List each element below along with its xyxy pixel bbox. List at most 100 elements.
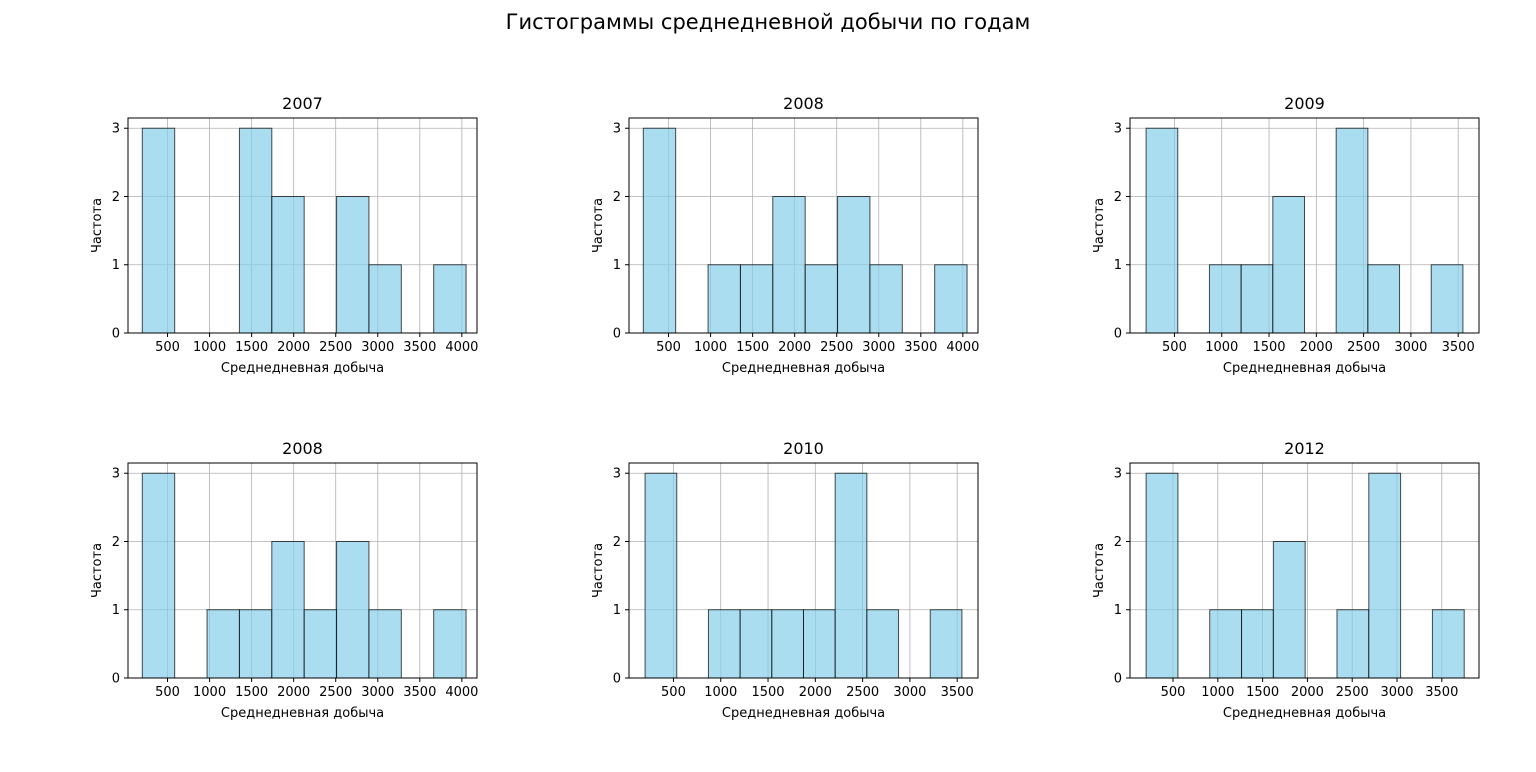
- x-axis-label: Среднедневная добыча: [1223, 706, 1386, 721]
- histogram-bar: [1209, 609, 1243, 679]
- histogram-bar: [1240, 264, 1274, 334]
- x-tick-label: 3500: [941, 685, 974, 700]
- histogram-bar: [837, 195, 871, 334]
- histogram-bar: [206, 609, 240, 679]
- histogram-bar: [368, 609, 402, 679]
- x-tick-label: 4000: [445, 340, 478, 355]
- histogram-bar: [771, 609, 805, 679]
- histogram-panel: 500 1000 1500 2000 2500 3000 3500 0 1 2 3 2010 Средн…: [591, 439, 979, 721]
- y-tick-label: 2: [613, 190, 621, 205]
- subplot-title: 2012: [1284, 439, 1325, 458]
- y-axis-label: Частота: [591, 198, 606, 253]
- histogram-bar: [271, 540, 305, 679]
- x-tick-label: 3000: [361, 685, 394, 700]
- histogram-panel: 500 1000 1500 2000 2500 3000 3500 0 1 2 3 2009 Средн…: [1092, 94, 1480, 376]
- y-tick-label: 1: [1114, 603, 1122, 618]
- y-tick-label: 1: [613, 258, 621, 273]
- y-tick-label: 3: [1114, 122, 1122, 137]
- y-tick-label: 2: [112, 190, 120, 205]
- y-tick-label: 2: [1114, 190, 1122, 205]
- y-tick-label: 3: [613, 467, 621, 482]
- y-axis-label: Частота: [90, 198, 105, 253]
- x-tick-label: 3000: [893, 685, 926, 700]
- histogram-bar: [642, 127, 677, 334]
- histogram-bar: [368, 264, 402, 334]
- histogram-bar: [1336, 609, 1370, 679]
- x-tick-label: 1000: [694, 340, 727, 355]
- y-tick-label: 0: [613, 327, 621, 342]
- x-tick-label: 2000: [277, 685, 310, 700]
- y-tick-label: 3: [613, 122, 621, 137]
- histogram-bar: [1367, 264, 1401, 334]
- axes-frame: [127, 117, 478, 334]
- y-tick-label: 1: [1114, 258, 1122, 273]
- histogram-bar: [866, 609, 900, 679]
- histogram-bar: [433, 264, 467, 334]
- x-tick-label: 3500: [403, 340, 436, 355]
- x-tick-label: 2000: [799, 685, 832, 700]
- histogram-bar: [1430, 264, 1464, 334]
- x-tick-label: 3000: [862, 340, 895, 355]
- x-axis-label: Среднедневная добыча: [221, 706, 384, 721]
- x-tick-label: 500: [661, 685, 686, 700]
- histogram-bar: [238, 127, 273, 334]
- histogram-bar: [238, 609, 273, 679]
- y-tick-label: 0: [1114, 327, 1122, 342]
- x-tick-label: 500: [155, 340, 180, 355]
- x-tick-label: 2500: [846, 685, 879, 700]
- axes-frame: [628, 462, 979, 679]
- x-tick-label: 3500: [904, 340, 937, 355]
- histogram-bar: [929, 609, 963, 679]
- histogram-panel: 500 1000 1500 2000 2500 3000 3500 0 1 2 3 2012 Средн…: [1092, 439, 1480, 721]
- x-tick-label: 2500: [1336, 685, 1369, 700]
- histogram-bar: [1431, 609, 1465, 679]
- histogram-bar: [1272, 540, 1306, 679]
- y-tick-label: 0: [112, 327, 120, 342]
- axes-frame: [628, 117, 979, 334]
- histogram-bar: [772, 195, 806, 334]
- subplot-title: 2008: [783, 94, 824, 113]
- histogram-bar: [803, 609, 836, 679]
- x-tick-label: 4000: [445, 685, 478, 700]
- histogram-bar: [1145, 472, 1179, 679]
- x-tick-label: 2500: [820, 340, 853, 355]
- histogram-panel: 500 1000 1500 2000 2500 3000 3500 4000 0 1 2 3 2008 С…: [591, 94, 979, 376]
- y-tick-label: 2: [613, 535, 621, 550]
- x-axis-label: Среднедневная добыча: [722, 361, 885, 376]
- histogram-bar: [1145, 127, 1179, 334]
- x-tick-label: 1000: [704, 685, 737, 700]
- histogram-panel: 500 1000 1500 2000 2500 3000 3500 4000 0 1 2 3 2007 С…: [90, 94, 478, 376]
- y-tick-label: 3: [112, 467, 120, 482]
- histogram-bar: [1335, 127, 1369, 334]
- histogram-bar: [707, 609, 741, 679]
- x-tick-label: 500: [656, 340, 681, 355]
- histogram-bar: [1208, 264, 1242, 334]
- x-axis-label: Среднедневная добыча: [722, 706, 885, 721]
- histogram-bar: [934, 264, 968, 334]
- x-tick-label: 4000: [946, 340, 979, 355]
- histogram-bar: [707, 264, 741, 334]
- y-axis-label: Частота: [1092, 198, 1107, 253]
- x-tick-label: 2000: [277, 340, 310, 355]
- histogram-bar: [1272, 195, 1305, 334]
- histogram-bar: [804, 264, 839, 334]
- figure-suptitle: Гистограммы среднедневной добычи по года…: [505, 10, 1031, 34]
- y-tick-label: 2: [112, 535, 120, 550]
- y-axis-label: Частота: [591, 543, 606, 598]
- axes-frame: [127, 462, 478, 679]
- x-tick-label: 3500: [1425, 685, 1458, 700]
- histogram-bar: [739, 264, 774, 334]
- axes-frame: [1129, 117, 1480, 334]
- y-tick-label: 0: [112, 672, 120, 687]
- x-tick-label: 1500: [1252, 340, 1285, 355]
- x-tick-label: 1500: [235, 685, 268, 700]
- x-axis-label: Среднедневная добыча: [221, 361, 384, 376]
- subplot-title: 2007: [282, 94, 323, 113]
- x-tick-label: 3000: [361, 340, 394, 355]
- x-tick-label: 2500: [319, 340, 352, 355]
- subplot-title: 2008: [282, 439, 323, 458]
- x-tick-label: 2500: [319, 685, 352, 700]
- x-tick-label: 3500: [1442, 340, 1475, 355]
- histogram-bar: [141, 127, 176, 334]
